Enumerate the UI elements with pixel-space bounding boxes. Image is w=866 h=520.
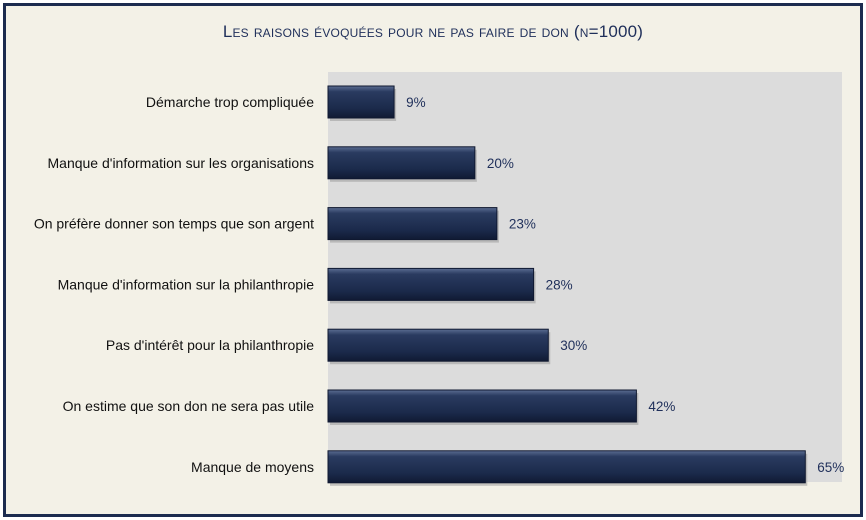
category-label: On estime que son don ne sera pas utile (63, 398, 315, 414)
category-label: Pas d'intérêt pour la philanthropie (106, 337, 314, 353)
value-label: 20% (487, 156, 514, 171)
bar (327, 146, 476, 180)
bar (327, 328, 549, 362)
category-label: Manque d'information sur les organisatio… (48, 155, 315, 171)
bar (327, 85, 395, 119)
bar (327, 389, 637, 423)
bar (327, 267, 535, 301)
category-label: Manque d'information sur la philanthropi… (58, 276, 315, 292)
bar (327, 450, 806, 484)
bar-chart: Démarche trop compliquée 9% Manque d'infor… (34, 72, 844, 486)
chart-title: Les raisons évoquées pour ne pas faire d… (222, 22, 644, 41)
value-label: 42% (648, 399, 675, 414)
value-label: 30% (560, 338, 587, 353)
bar (327, 207, 498, 241)
category-label: On préfère donner son temps que son arge… (34, 216, 314, 232)
category-label: Manque de moyens (191, 459, 314, 475)
value-label: 9% (406, 95, 426, 110)
category-label: Démarche trop compliquée (146, 94, 314, 110)
value-label: 65% (817, 460, 844, 475)
chart-frame: Les raisons évoquées pour ne pas faire d… (3, 3, 863, 517)
bars-group: Démarche trop compliquée 9% Manque d'infor… (34, 85, 844, 486)
value-label: 23% (509, 217, 536, 232)
value-label: 28% (546, 277, 573, 292)
